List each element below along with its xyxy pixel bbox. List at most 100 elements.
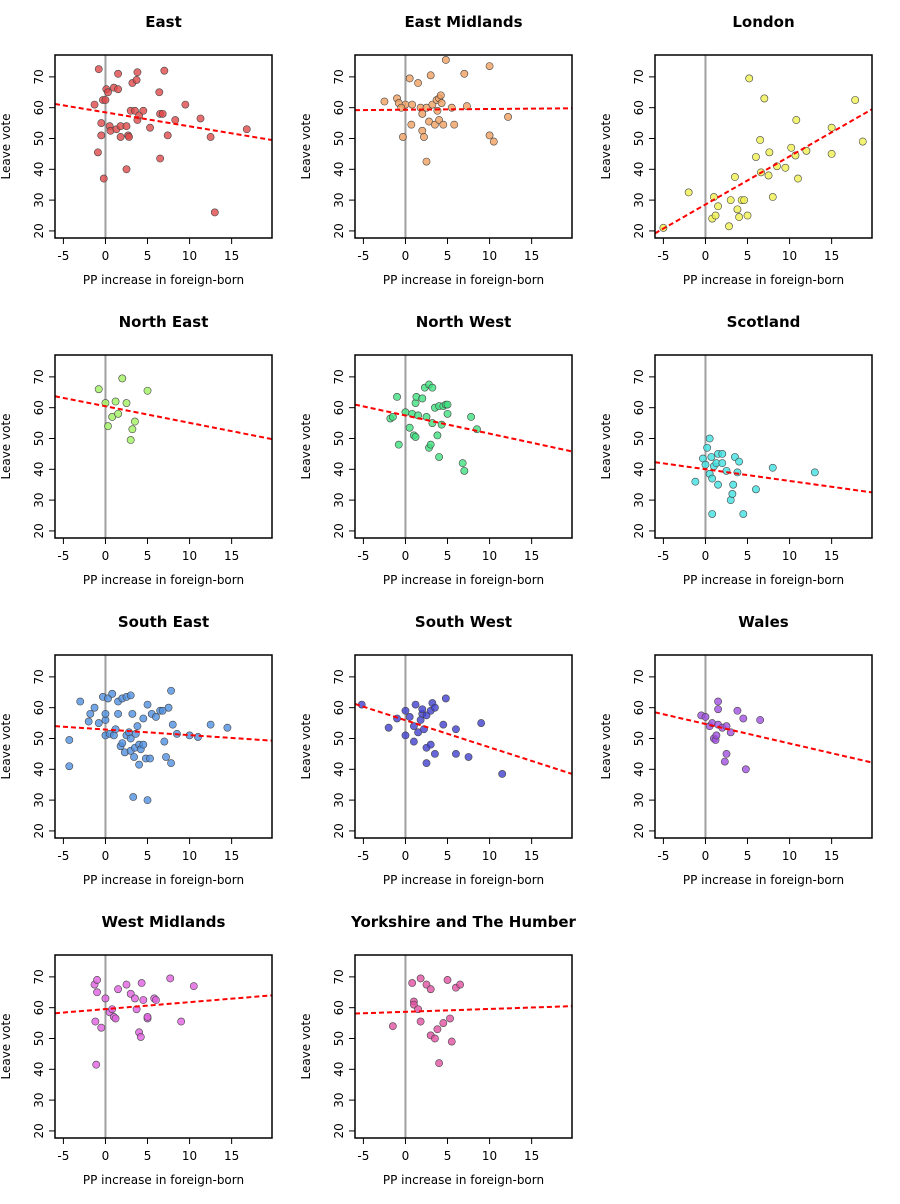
point: [722, 749, 731, 758]
plot-frame: [354, 654, 573, 839]
point: [733, 706, 742, 715]
point: [196, 114, 205, 123]
y-tick-label: 70: [332, 969, 346, 984]
point: [827, 123, 836, 132]
point: [158, 109, 167, 118]
y-tick-label: 30: [332, 192, 346, 207]
y-tick-label: 50: [32, 131, 46, 146]
x-tick-label: 5: [444, 849, 452, 863]
panel-title: East Midlands: [404, 13, 522, 31]
y-axis-label: Leave vote: [599, 413, 613, 479]
y-tick-label: 30: [332, 1092, 346, 1107]
point: [139, 106, 148, 115]
x-tick-label: 5: [744, 549, 752, 563]
x-tick-label: 0: [402, 549, 410, 563]
point: [189, 982, 198, 991]
x-axis-label: PP increase in foreign-born: [83, 873, 244, 887]
fit-line: [54, 725, 273, 742]
point: [433, 106, 442, 115]
y-tick-label: 60: [632, 700, 646, 715]
x-axis-label: PP increase in foreign-born: [83, 273, 244, 287]
point: [177, 1017, 186, 1026]
point: [114, 409, 122, 418]
point: [194, 733, 202, 741]
point: [765, 148, 774, 157]
point: [405, 74, 414, 83]
point: [114, 709, 122, 718]
point: [86, 709, 95, 718]
y-tick-label: 70: [332, 369, 346, 384]
point: [756, 716, 765, 724]
point: [93, 976, 101, 984]
point: [726, 728, 735, 737]
y-tick-label: 20: [332, 1123, 346, 1138]
y-tick-label: 30: [32, 1092, 46, 1107]
point: [94, 719, 103, 727]
point: [414, 79, 422, 87]
point: [462, 102, 471, 111]
point: [388, 1022, 397, 1031]
panel: Scotland PP increase in foreign-born Leave…: [599, 313, 873, 587]
point: [168, 720, 177, 729]
point: [122, 399, 131, 407]
point: [405, 423, 414, 432]
point: [452, 749, 460, 758]
point: [128, 709, 137, 718]
panel: London PP increase in foreign-born Leave v…: [599, 13, 873, 287]
point: [443, 409, 452, 418]
x-tick-label: -5: [57, 849, 69, 863]
point: [408, 100, 417, 109]
x-tick-label: 0: [102, 1149, 110, 1163]
point: [411, 433, 420, 441]
point: [143, 386, 152, 395]
y-tick-label: 70: [32, 369, 46, 384]
x-tick-label: 5: [444, 1149, 452, 1163]
point: [416, 1017, 425, 1026]
point: [718, 459, 727, 468]
plot-frame: [54, 54, 273, 239]
point: [802, 146, 811, 155]
point: [460, 466, 469, 475]
point: [485, 131, 494, 140]
y-axis-label: Leave vote: [0, 113, 13, 179]
fit-line: [654, 108, 873, 235]
x-tick-label: 10: [482, 549, 497, 563]
point: [752, 485, 760, 494]
point: [94, 385, 103, 394]
x-tick-label: 10: [482, 249, 497, 263]
point: [152, 996, 160, 1004]
y-tick-label: 20: [32, 223, 46, 238]
point: [768, 463, 777, 472]
point: [133, 722, 142, 731]
y-tick-label: 30: [632, 792, 646, 807]
point: [741, 765, 750, 774]
x-tick-label: 10: [782, 849, 797, 863]
x-tick-label: 10: [182, 1149, 197, 1163]
point: [416, 974, 425, 983]
x-tick-label: 0: [402, 849, 410, 863]
point: [401, 731, 410, 740]
plot-frame: [54, 654, 273, 839]
point: [447, 1037, 456, 1046]
y-tick-label: 70: [632, 69, 646, 84]
x-tick-label: 5: [744, 249, 752, 263]
point: [467, 413, 475, 421]
panel: Yorkshire and The Humber PP increase in f…: [299, 913, 577, 1187]
point: [711, 211, 720, 220]
point: [393, 392, 401, 401]
y-tick-label: 60: [32, 700, 46, 715]
x-tick-label: 15: [524, 549, 539, 563]
point: [760, 94, 769, 103]
y-tick-label: 70: [332, 669, 346, 684]
x-axis-label: PP increase in foreign-born: [683, 273, 844, 287]
x-tick-label: 15: [824, 249, 839, 263]
point: [171, 116, 180, 124]
point: [498, 770, 507, 778]
x-tick-label: 15: [524, 249, 539, 263]
point: [426, 740, 435, 749]
x-tick-label: 5: [444, 549, 452, 563]
point: [435, 1059, 444, 1068]
point: [431, 1034, 439, 1043]
point: [111, 1014, 120, 1023]
x-tick-label: -5: [357, 549, 369, 563]
